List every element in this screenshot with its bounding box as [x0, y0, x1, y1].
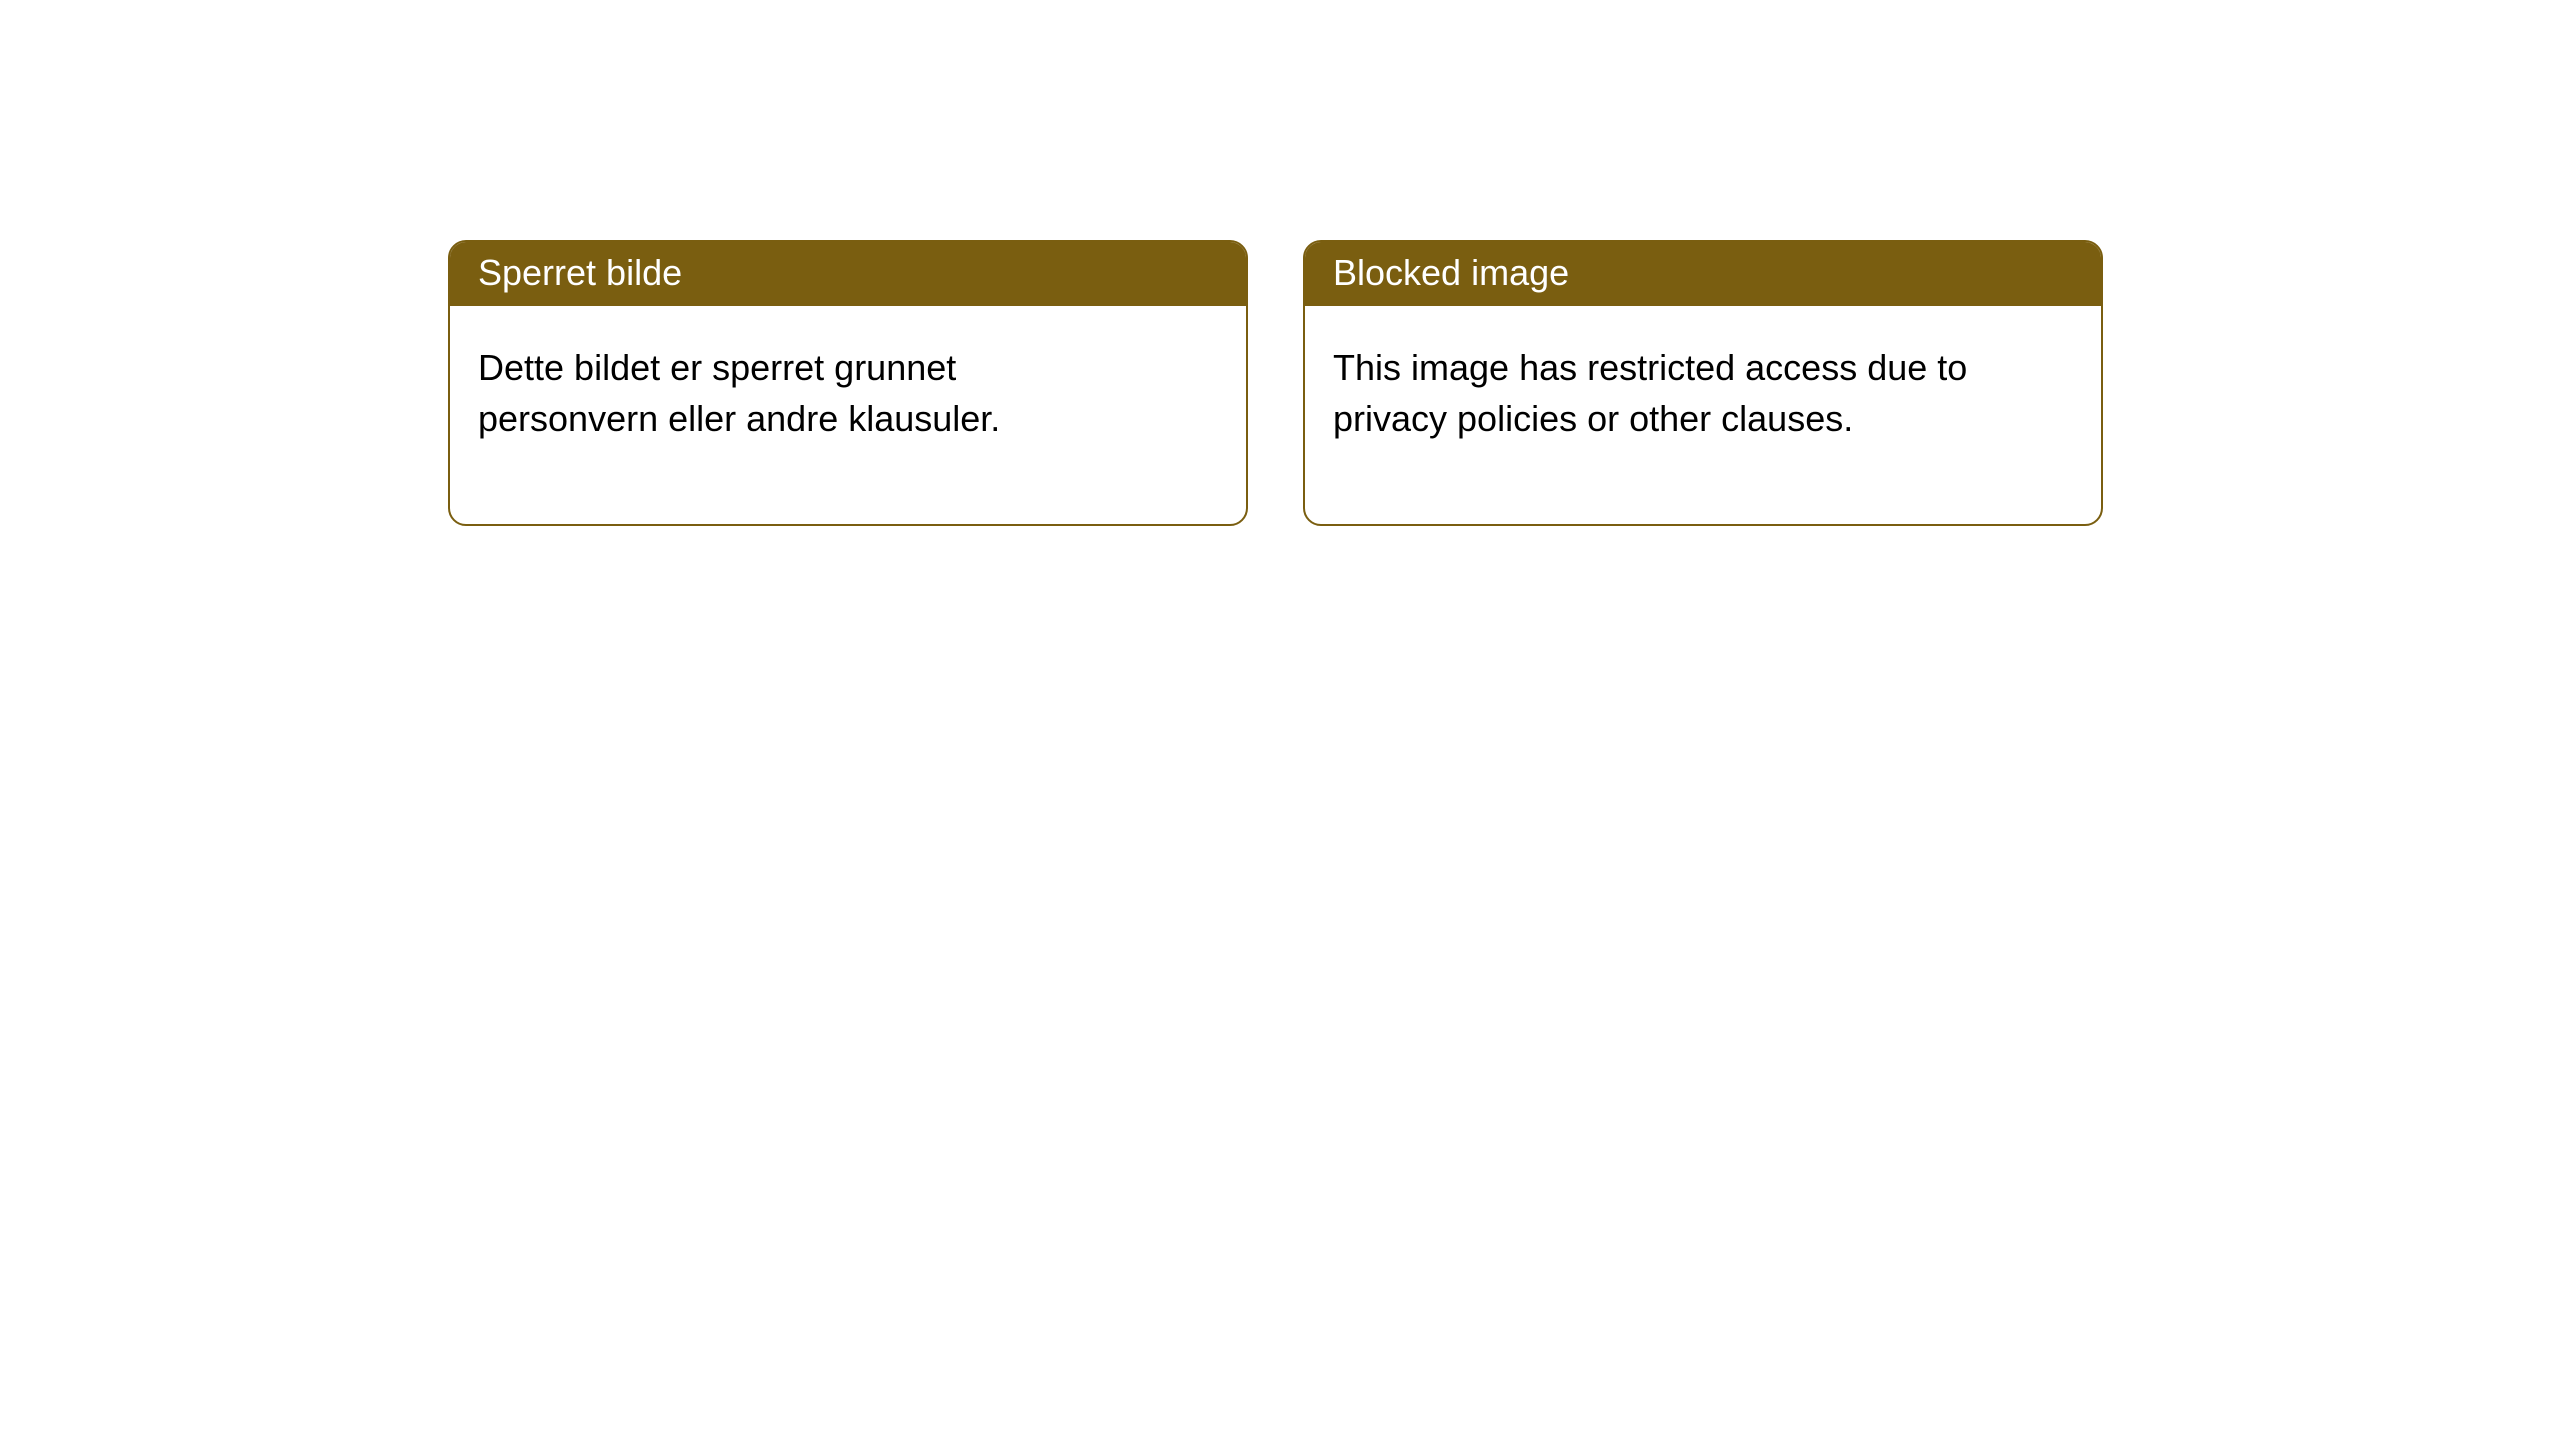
notice-container: Sperret bilde Dette bildet er sperret gr…: [0, 0, 2560, 526]
notice-title-no: Sperret bilde: [450, 242, 1246, 306]
notice-body-no: Dette bildet er sperret grunnet personve…: [450, 306, 1170, 524]
notice-body-en: This image has restricted access due to …: [1305, 306, 2025, 524]
notice-card-en: Blocked image This image has restricted …: [1303, 240, 2103, 526]
notice-card-no: Sperret bilde Dette bildet er sperret gr…: [448, 240, 1248, 526]
notice-title-en: Blocked image: [1305, 242, 2101, 306]
